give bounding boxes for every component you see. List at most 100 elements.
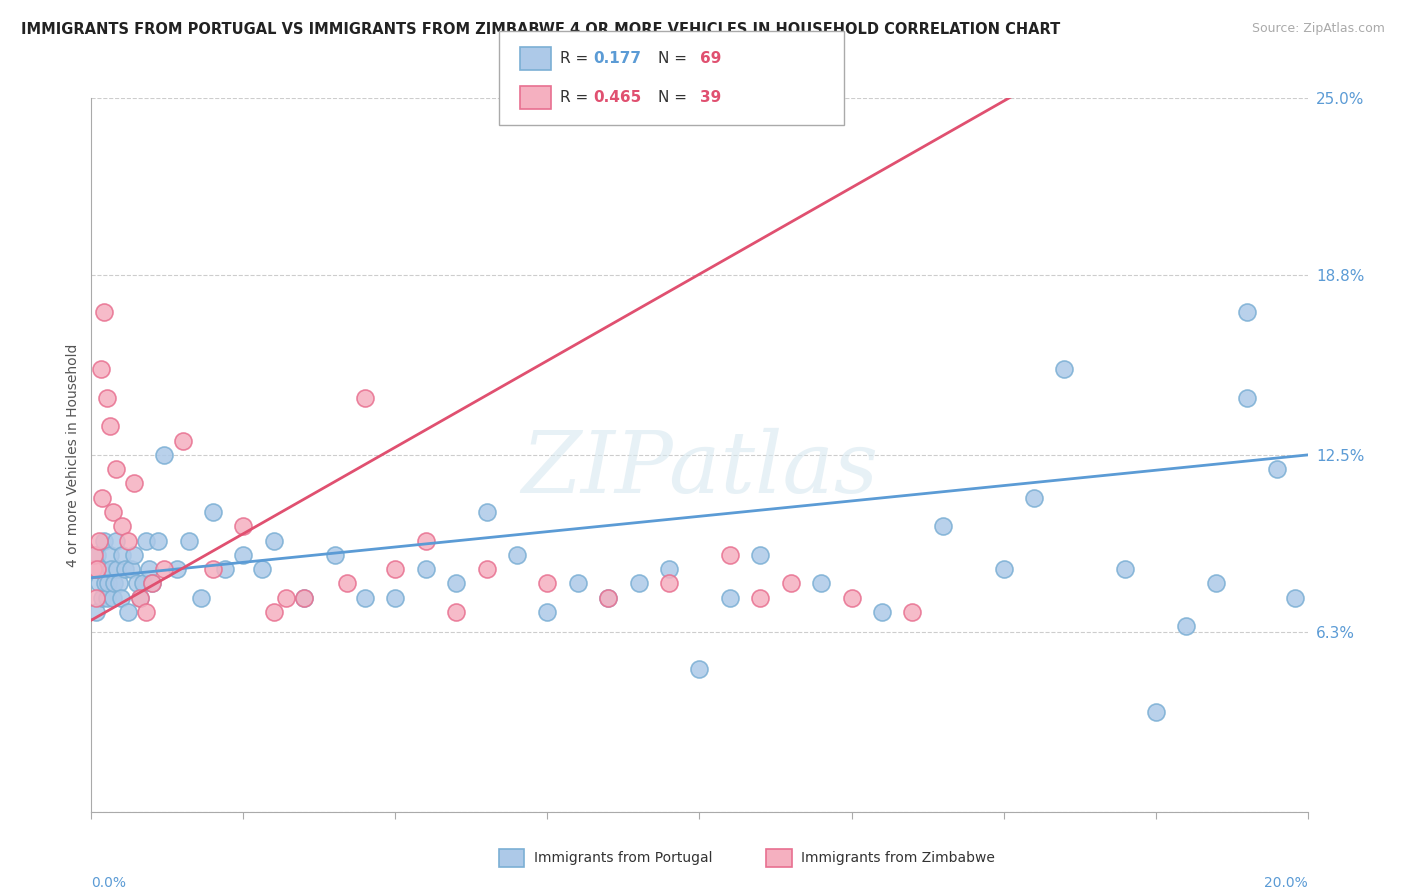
Point bbox=[598, 591, 620, 605]
Point bbox=[1114, 562, 1136, 576]
Point bbox=[384, 562, 406, 576]
Point bbox=[117, 605, 139, 619]
Text: 20.0%: 20.0% bbox=[1264, 876, 1308, 890]
Point bbox=[125, 576, 148, 591]
Point bbox=[567, 576, 589, 591]
Point bbox=[105, 562, 128, 576]
Point bbox=[86, 562, 108, 576]
Point bbox=[177, 533, 200, 548]
Point bbox=[135, 533, 157, 548]
Text: Immigrants from Portugal: Immigrants from Portugal bbox=[534, 851, 713, 865]
Point bbox=[688, 662, 710, 676]
Point bbox=[91, 591, 114, 605]
Point bbox=[166, 562, 188, 576]
Point bbox=[250, 562, 273, 576]
Point bbox=[132, 576, 155, 591]
Point bbox=[103, 576, 125, 591]
Point bbox=[98, 419, 121, 434]
Point bbox=[993, 562, 1015, 576]
Point bbox=[384, 591, 406, 605]
Point bbox=[96, 591, 118, 605]
Point bbox=[89, 362, 111, 376]
Point bbox=[292, 591, 315, 605]
Point bbox=[336, 576, 359, 591]
Point bbox=[190, 591, 212, 605]
Point bbox=[1022, 491, 1045, 505]
Point bbox=[111, 548, 134, 562]
Text: Source: ZipAtlas.com: Source: ZipAtlas.com bbox=[1251, 22, 1385, 36]
Point bbox=[506, 548, 529, 562]
Point bbox=[779, 576, 801, 591]
Point bbox=[94, 576, 117, 591]
Point bbox=[475, 562, 498, 576]
Point bbox=[749, 548, 772, 562]
Point bbox=[232, 519, 254, 533]
Point bbox=[84, 605, 107, 619]
Point bbox=[232, 548, 254, 562]
Point bbox=[658, 576, 681, 591]
Point bbox=[100, 562, 122, 576]
Point bbox=[1284, 591, 1306, 605]
Point bbox=[292, 591, 315, 605]
Text: Immigrants from Zimbabwe: Immigrants from Zimbabwe bbox=[801, 851, 995, 865]
Text: 69: 69 bbox=[700, 51, 721, 66]
Text: IMMIGRANTS FROM PORTUGAL VS IMMIGRANTS FROM ZIMBABWE 4 OR MORE VEHICLES IN HOUSE: IMMIGRANTS FROM PORTUGAL VS IMMIGRANTS F… bbox=[21, 22, 1060, 37]
Point bbox=[107, 576, 129, 591]
Text: 39: 39 bbox=[700, 90, 721, 105]
Point bbox=[1236, 305, 1258, 319]
Point bbox=[83, 548, 105, 562]
Point bbox=[1144, 705, 1167, 719]
Point bbox=[129, 591, 152, 605]
Point bbox=[148, 533, 170, 548]
Point bbox=[598, 591, 620, 605]
Point bbox=[93, 533, 115, 548]
Point bbox=[718, 591, 741, 605]
Point bbox=[1236, 391, 1258, 405]
Point bbox=[718, 548, 741, 562]
Point bbox=[444, 605, 467, 619]
Point bbox=[153, 448, 176, 462]
Point bbox=[931, 519, 953, 533]
Point bbox=[749, 591, 772, 605]
Point bbox=[901, 605, 924, 619]
Point bbox=[93, 305, 115, 319]
Point bbox=[475, 505, 498, 519]
Point bbox=[1053, 362, 1076, 376]
Point bbox=[810, 576, 832, 591]
Point bbox=[1265, 462, 1288, 476]
Point bbox=[214, 562, 236, 576]
Point bbox=[415, 562, 437, 576]
Point bbox=[141, 576, 163, 591]
Point bbox=[129, 591, 152, 605]
Point bbox=[172, 434, 194, 448]
Point bbox=[117, 533, 139, 548]
Point bbox=[323, 548, 346, 562]
Text: 0.177: 0.177 bbox=[593, 51, 641, 66]
Point bbox=[122, 548, 145, 562]
Point bbox=[122, 476, 145, 491]
Point bbox=[263, 605, 285, 619]
Text: N =: N = bbox=[658, 90, 692, 105]
Point bbox=[841, 591, 863, 605]
Point bbox=[83, 562, 105, 576]
Point bbox=[658, 562, 681, 576]
Point bbox=[202, 562, 225, 576]
Point bbox=[110, 591, 132, 605]
Point bbox=[202, 505, 225, 519]
Point bbox=[97, 576, 120, 591]
Point bbox=[82, 562, 104, 576]
Point bbox=[1205, 576, 1227, 591]
Point bbox=[87, 533, 110, 548]
Point bbox=[104, 533, 127, 548]
Text: 0.0%: 0.0% bbox=[91, 876, 127, 890]
Point bbox=[141, 576, 163, 591]
Point bbox=[444, 576, 467, 591]
Point bbox=[98, 548, 121, 562]
Point bbox=[91, 491, 114, 505]
Point bbox=[120, 562, 142, 576]
Point bbox=[101, 505, 124, 519]
Point bbox=[87, 576, 110, 591]
Point bbox=[153, 562, 176, 576]
Point bbox=[354, 591, 377, 605]
Point bbox=[627, 576, 650, 591]
